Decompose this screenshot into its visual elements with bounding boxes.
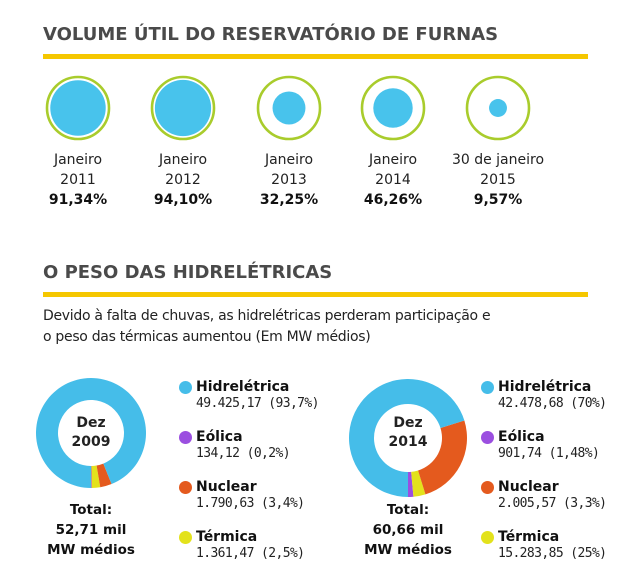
legend-dot-icon: [179, 531, 192, 544]
reservoir-date-label: 30 de janeiro: [451, 152, 545, 168]
legend-name: Nuclear: [196, 479, 257, 495]
reservoir-bubble: [256, 75, 322, 141]
reservoir-percent-label: 32,25%: [259, 192, 319, 208]
legend-value: 901,74 (1,48%): [498, 446, 600, 461]
reservoir-year-label: 2014: [375, 172, 411, 188]
donut-slice-nuclear: [418, 420, 467, 495]
legend-name: Eólica: [196, 429, 243, 445]
donut-chart-2014: [349, 379, 467, 497]
legend-dot-icon: [179, 481, 192, 494]
donut-slice-termica: [91, 465, 101, 488]
donut-center-label-2014: Dez 2014: [378, 414, 438, 452]
intro-line-1: Devido à falta de chuvas, as hidrelétric…: [43, 308, 491, 324]
donut-center-label-2009: Dez 2009: [61, 414, 121, 452]
legend-value: 2.005,57 (3,3%): [498, 496, 607, 511]
donut-slice-nuclear: [96, 463, 112, 488]
legend-dot-icon: [481, 481, 494, 494]
legend-dot-icon: [179, 431, 192, 444]
reservoir-date-label: Janeiro: [264, 152, 314, 168]
total-value: 52,71 mil: [55, 522, 127, 538]
reservoir-date-label: Janeiro: [158, 152, 208, 168]
total-label-2014: Total: 60,66 mil MW médios: [338, 500, 478, 560]
reservoir-item: Janeiro 2014 46,26%: [333, 74, 453, 210]
donut-slice-termica: [411, 470, 426, 497]
legend-value: 1.790,63 (3,4%): [196, 496, 305, 511]
reservoir-year-label: 2012: [165, 172, 201, 188]
reservoir-year-label: 2011: [60, 172, 96, 188]
total-heading: Total:: [69, 502, 113, 518]
legend-value: 42.478,68 (70%): [498, 396, 607, 411]
reservoir-volume-fill: [373, 88, 413, 128]
donut-slice-eolica: [91, 465, 92, 488]
section-title-hydro: O PESO DAS HIDRELÉTRICAS: [43, 262, 333, 283]
reservoir-percent-label: 91,34%: [48, 192, 108, 208]
legend-dot-icon: [481, 381, 494, 394]
intro-line-2: o peso das térmicas aumentou (Em MW médi…: [43, 329, 371, 345]
legend-name: Nuclear: [498, 479, 559, 495]
reservoir-percent-label: 46,26%: [363, 192, 423, 208]
reservoir-bubble: [360, 75, 426, 141]
reservoir-volume-fill: [489, 99, 507, 117]
section-title-reservoir: VOLUME ÚTIL DO RESERVATÓRIO DE FURNAS: [43, 24, 499, 45]
reservoir-percent-label: 9,57%: [473, 192, 523, 208]
total-unit: MW médios: [47, 542, 135, 558]
legend-value: 134,12 (0,2%): [196, 446, 291, 461]
reservoir-volume-fill: [154, 79, 212, 137]
section-divider: [43, 292, 588, 297]
legend-name: Térmica: [498, 529, 560, 545]
total-unit: MW médios: [364, 542, 452, 558]
center-year: 2014: [388, 434, 428, 450]
center-year: 2009: [71, 434, 111, 450]
donut-slice-hidreletrica: [35, 378, 146, 488]
reservoir-year-label: 2015: [480, 172, 516, 188]
donut-slice-hidreletrica: [349, 379, 465, 497]
legend-name: Eólica: [498, 429, 545, 445]
legend-name: Hidrelétrica: [498, 379, 592, 395]
reservoir-bubble: [150, 75, 216, 141]
reservoir-bubble: [45, 75, 111, 141]
total-heading: Total:: [386, 502, 430, 518]
donut-slice-eolica: [408, 471, 414, 497]
reservoir-item: 30 de janeiro 2015 9,57%: [438, 74, 558, 210]
total-label-2009: Total: 52,71 mil MW médios: [21, 500, 161, 560]
reservoir-volume-fill: [50, 80, 106, 136]
legend-value: 49.425,17 (93,7%): [196, 396, 319, 411]
legend-value: 1.361,47 (2,5%): [196, 546, 305, 561]
reservoir-percent-label: 94,10%: [153, 192, 213, 208]
legend-name: Hidrelétrica: [196, 379, 290, 395]
reservoir-item: Janeiro 2013 32,25%: [229, 74, 349, 210]
reservoir-item: Janeiro 2011 91,34%: [18, 74, 138, 210]
legend-value: 15.283,85 (25%): [498, 546, 607, 561]
reservoir-item: Janeiro 2012 94,10%: [123, 74, 243, 210]
center-month: Dez: [393, 415, 423, 431]
total-value: 60,66 mil: [372, 522, 444, 538]
intro-text: Devido à falta de chuvas, as hidrelétric…: [43, 306, 491, 348]
reservoir-date-label: Janeiro: [53, 152, 103, 168]
legend-dot-icon: [179, 381, 192, 394]
reservoir-year-label: 2013: [271, 172, 307, 188]
donut-chart-2009: [35, 378, 146, 488]
section-divider: [43, 54, 588, 59]
reservoir-volume-fill: [272, 91, 306, 125]
legend-dot-icon: [481, 531, 494, 544]
center-month: Dez: [76, 415, 106, 431]
legend-name: Térmica: [196, 529, 258, 545]
legend-dot-icon: [481, 431, 494, 444]
reservoir-bubble: [465, 75, 531, 141]
reservoir-date-label: Janeiro: [368, 152, 418, 168]
